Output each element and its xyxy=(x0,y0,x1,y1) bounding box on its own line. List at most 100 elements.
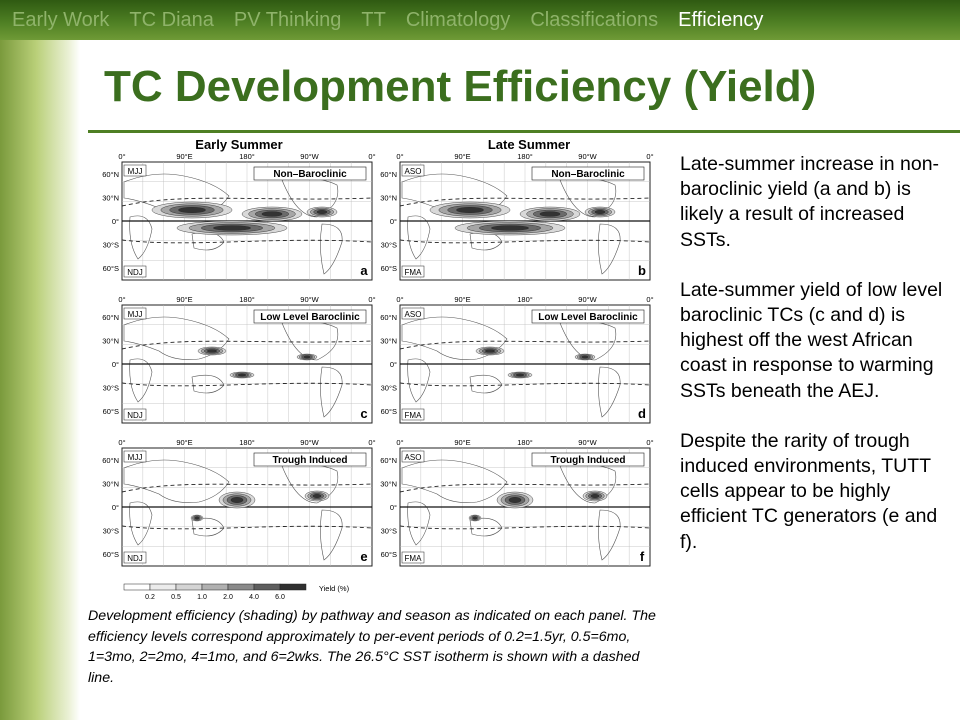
column-header-early: Early Summer xyxy=(195,137,282,152)
continent-outline xyxy=(401,459,508,503)
nav-item-tt[interactable]: TT xyxy=(361,8,386,31)
latitude-label: 30°S xyxy=(103,384,119,393)
latitude-label: 0° xyxy=(112,360,119,369)
sst-isotherm-south xyxy=(121,525,373,530)
yield-shading xyxy=(590,494,600,498)
season-bottom-box xyxy=(123,551,147,564)
nav-item-tc-diana[interactable]: TC Diana xyxy=(129,8,214,31)
season-top-box xyxy=(401,164,425,177)
efficiency-figure: Early Summer Late Summer 0° 90°E 180° 90°W 0… xyxy=(102,137,653,600)
longitude-label: 180° xyxy=(239,152,255,161)
nav-item-pv-thinking[interactable]: PV Thinking xyxy=(233,8,342,31)
nav-item-classifications[interactable]: Classifications xyxy=(530,8,659,31)
season-top-label: ASO xyxy=(405,310,422,319)
season-bottom-box xyxy=(123,265,147,278)
latitude-label: 60°N xyxy=(380,170,397,179)
longitude-label: 0° xyxy=(396,438,403,447)
panel-letter: c xyxy=(360,406,367,421)
latitude-label: 60°S xyxy=(103,264,119,273)
sst-isotherm-south xyxy=(399,239,651,244)
longitude-label: 90°W xyxy=(578,438,597,447)
latitude-label: 30°N xyxy=(380,337,397,346)
latitude-label: 30°N xyxy=(102,337,119,346)
nav-item-efficiency[interactable]: Efficiency xyxy=(678,8,764,31)
sst-isotherm-north xyxy=(399,483,651,493)
panel-title-box xyxy=(531,309,645,324)
top-navigation: Early Work TC Diana PV Thinking TT Clima… xyxy=(0,0,960,40)
yield-shading xyxy=(472,516,478,520)
colorbar-tick-label: 2.0 xyxy=(223,594,233,600)
colorbar-segment xyxy=(253,583,281,591)
season-top-box xyxy=(401,307,425,320)
yield-shading xyxy=(485,349,495,353)
latitude-label: 60°N xyxy=(102,313,119,322)
colorbar-tick-label: 0.5 xyxy=(171,594,181,600)
continent-outline xyxy=(320,366,343,418)
yield-shading xyxy=(230,497,244,503)
longitude-label: 0° xyxy=(396,295,403,304)
panel-letter: f xyxy=(640,549,645,564)
latitude-label: 0° xyxy=(112,217,119,226)
latitude-label: 60°S xyxy=(381,407,397,416)
latitude-label: 60°N xyxy=(102,170,119,179)
panel-title: Non–Baroclinic xyxy=(273,169,347,180)
yield-shading xyxy=(491,225,529,231)
latitude-label: 30°S xyxy=(381,384,397,393)
longitude-label: 0° xyxy=(368,152,375,161)
colorbar-segment xyxy=(227,583,255,591)
sst-isotherm-north xyxy=(121,483,373,493)
continent-outline xyxy=(469,374,503,394)
panel-letter: d xyxy=(638,406,646,421)
colorbar-tick-label: 4.0 xyxy=(249,594,259,600)
panel-title: Trough Induced xyxy=(551,455,626,466)
side-paragraph-1: Late-summer increase in non-baroclinic y… xyxy=(680,153,940,251)
longitude-label: 0° xyxy=(118,295,125,304)
yield-shading xyxy=(178,207,206,213)
colorbar-label: Yield (%) xyxy=(319,584,350,593)
sst-isotherm-south xyxy=(121,382,373,387)
season-bottom-box xyxy=(401,551,425,564)
nav-item-early-work[interactable]: Early Work xyxy=(12,8,110,31)
continent-outline xyxy=(320,223,343,275)
longitude-label: 0° xyxy=(118,438,125,447)
latitude-label: 30°N xyxy=(380,194,397,203)
longitude-label: 90°E xyxy=(454,152,470,161)
panel-title-box xyxy=(253,309,367,324)
sst-isotherm-south xyxy=(121,239,373,244)
longitude-label: 90°W xyxy=(300,295,319,304)
longitude-label: 180° xyxy=(517,438,533,447)
continent-outline xyxy=(191,517,225,537)
season-bottom-box xyxy=(401,265,425,278)
longitude-label: 90°W xyxy=(578,295,597,304)
season-top-box xyxy=(123,450,147,463)
season-top-label: ASO xyxy=(405,453,422,462)
yield-shading xyxy=(312,494,322,498)
yield-shading xyxy=(237,373,247,377)
season-top-box xyxy=(123,307,147,320)
panel-title-box xyxy=(531,452,645,467)
sst-isotherm-north xyxy=(121,197,373,207)
nav-item-climatology[interactable]: Climatology xyxy=(405,8,511,31)
panel-title: Non–Baroclinic xyxy=(551,169,625,180)
panel-title: Low Level Baroclinic xyxy=(538,312,638,323)
longitude-label: 180° xyxy=(517,295,533,304)
longitude-label: 180° xyxy=(239,438,255,447)
sst-isotherm-north xyxy=(399,197,651,207)
season-top-label: ASO xyxy=(405,167,422,176)
latitude-label: 60°N xyxy=(380,456,397,465)
colorbar-segment xyxy=(149,583,177,591)
panel-title-box xyxy=(253,166,367,181)
side-paragraph-3: Despite the rarity of trough induced env… xyxy=(680,429,938,553)
latitude-label: 30°S xyxy=(103,241,119,250)
latitude-label: 0° xyxy=(390,503,397,512)
latitude-label: 60°N xyxy=(102,456,119,465)
continent-outline xyxy=(598,223,621,275)
longitude-label: 90°E xyxy=(176,438,192,447)
yield-shading xyxy=(207,349,217,353)
yield-shading xyxy=(508,497,522,503)
season-bottom-box xyxy=(123,408,147,421)
sst-isotherm-south xyxy=(399,525,651,530)
continent-outline xyxy=(598,509,621,561)
decorative-sidebar xyxy=(0,0,80,720)
colorbar-segment xyxy=(175,583,203,591)
